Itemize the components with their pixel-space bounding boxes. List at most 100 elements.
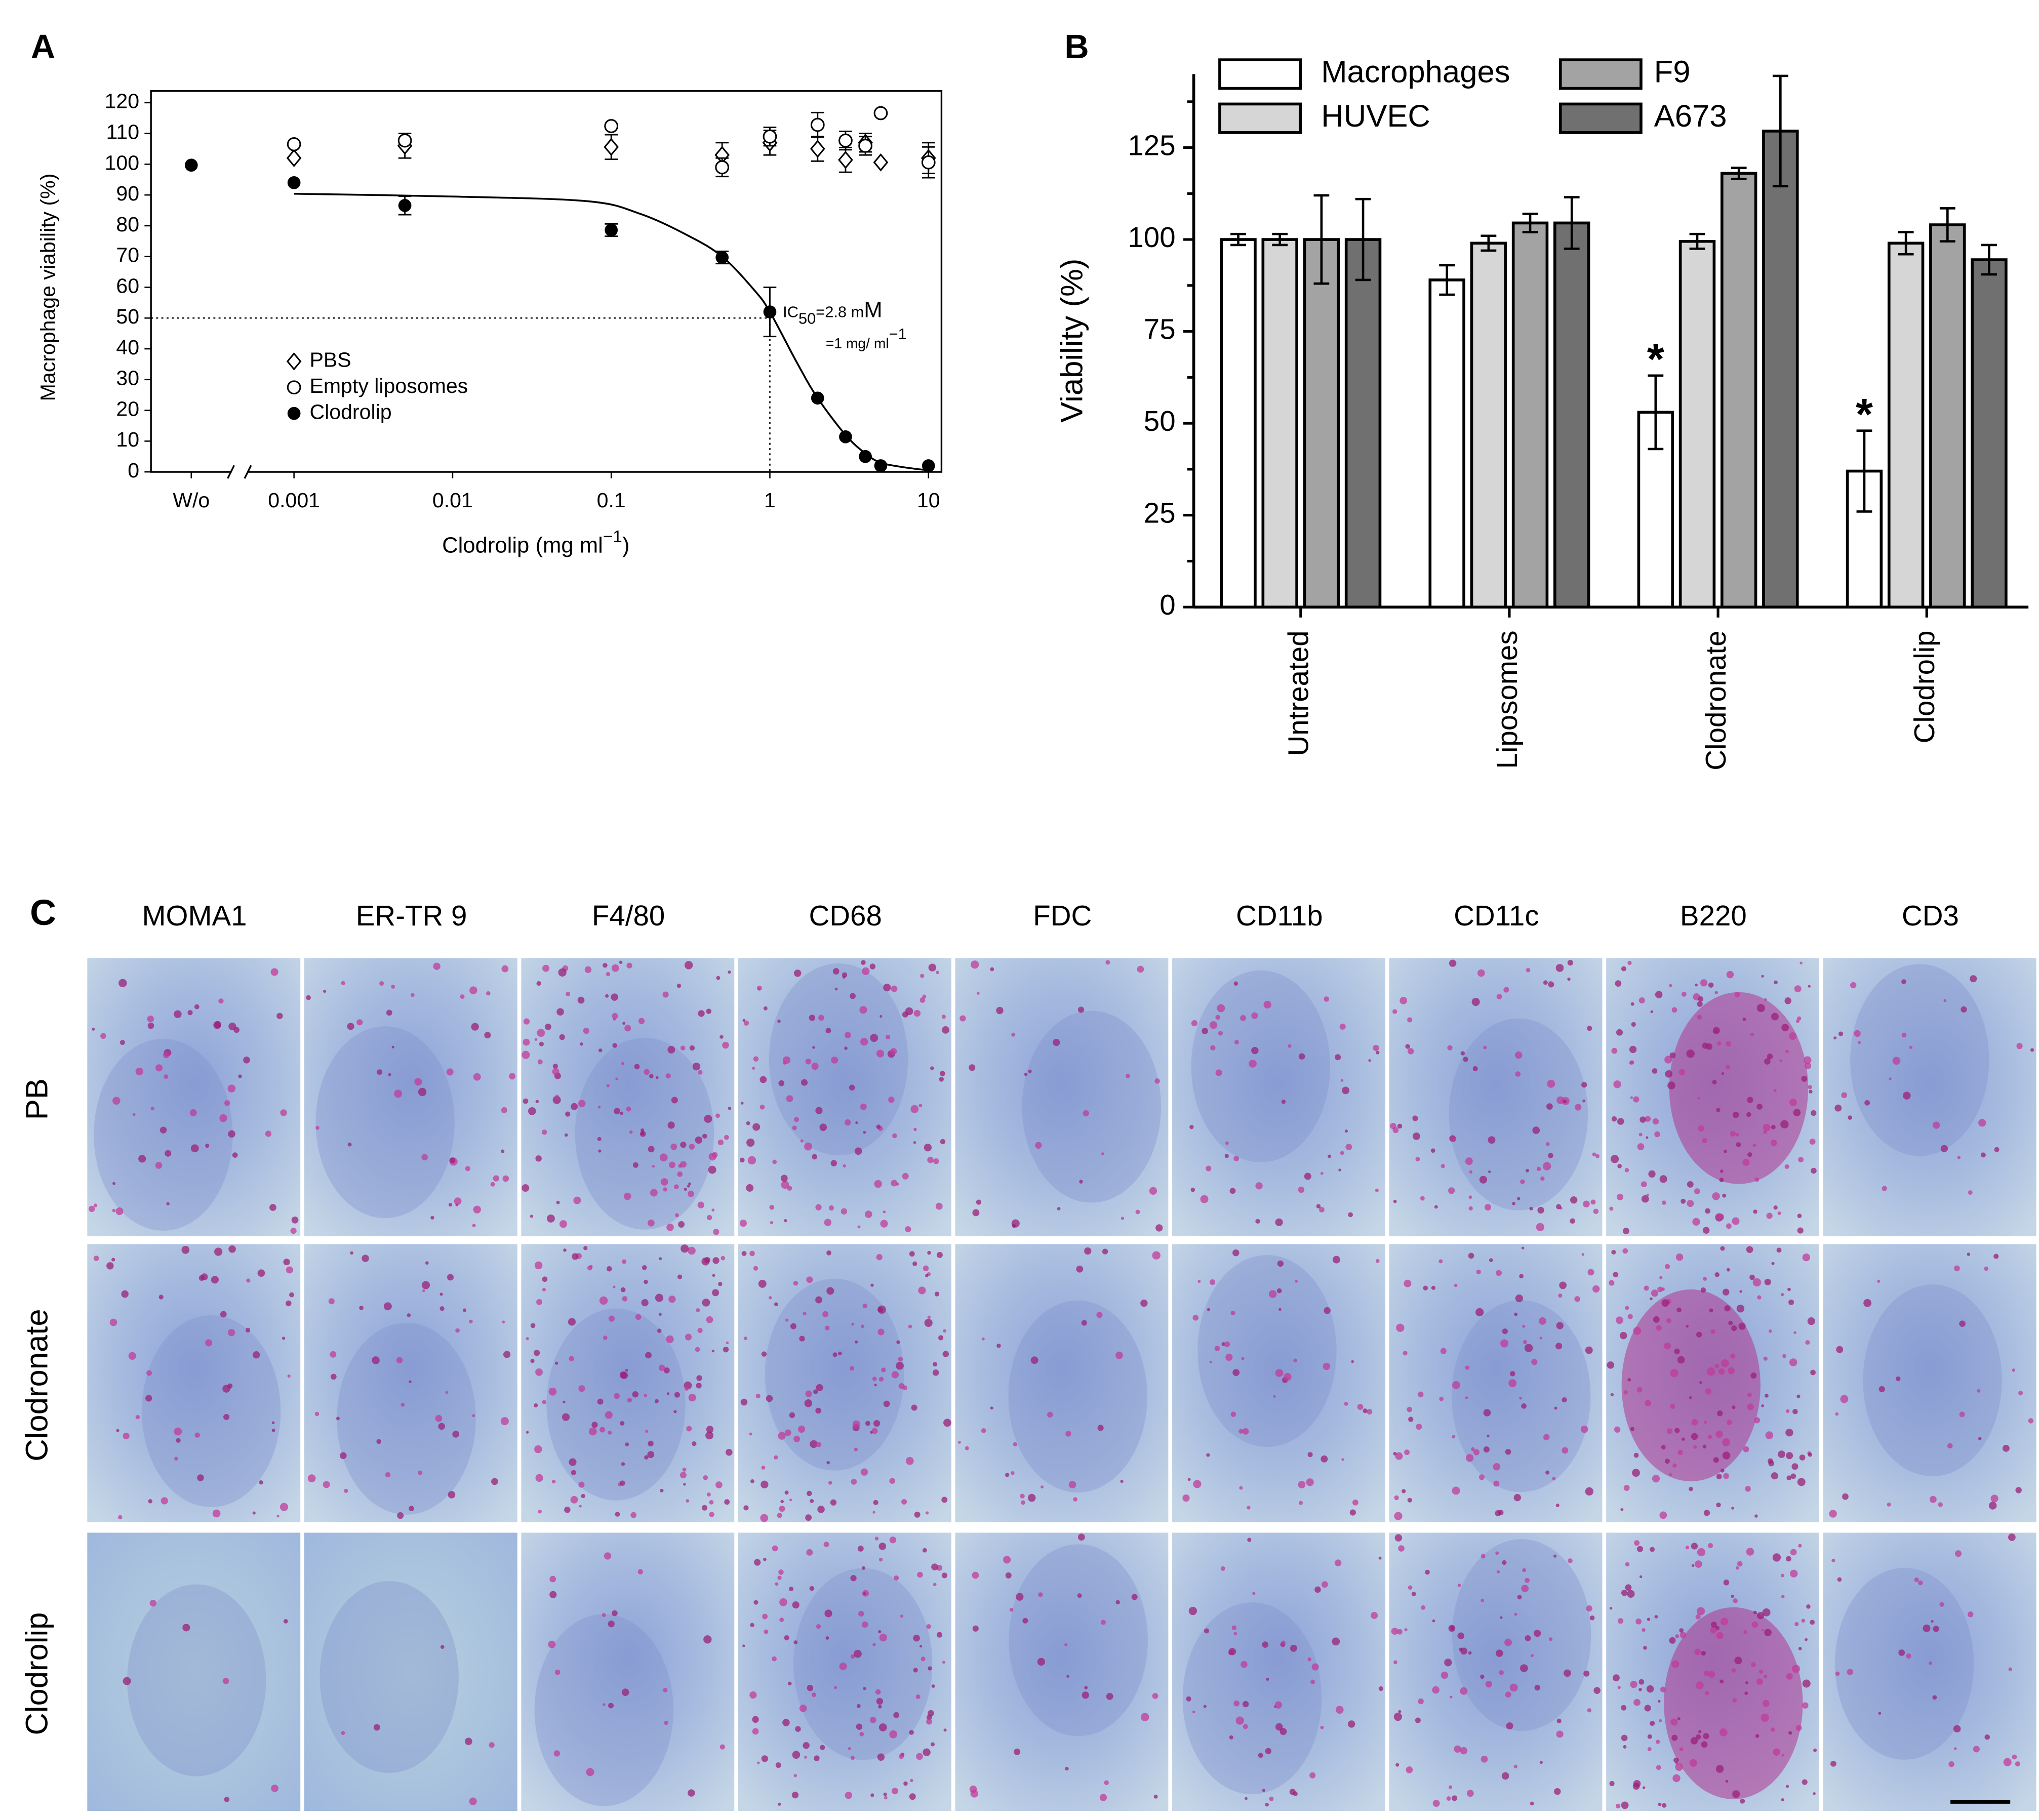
stain-dot bbox=[722, 1041, 729, 1049]
follicle bbox=[1009, 1544, 1148, 1736]
stain-dot bbox=[176, 1438, 181, 1443]
stain-dot bbox=[996, 1344, 1001, 1348]
stain-dot bbox=[920, 974, 925, 978]
stain-dot bbox=[1022, 1617, 1028, 1624]
stain-dot bbox=[680, 1045, 686, 1051]
stain-dot bbox=[1545, 1142, 1550, 1146]
stain-dot bbox=[1457, 1584, 1461, 1587]
stain-dot bbox=[1694, 1188, 1700, 1194]
stain-dot bbox=[1721, 1072, 1725, 1075]
x-tick-label: W/o bbox=[173, 489, 210, 512]
stain-dot bbox=[688, 1190, 694, 1197]
stain-dot bbox=[1265, 1748, 1272, 1754]
stain-dot bbox=[1035, 1142, 1042, 1149]
stain-dot bbox=[438, 1423, 445, 1430]
stain-dot bbox=[1275, 1369, 1284, 1377]
stain-dot bbox=[815, 1204, 822, 1210]
stain-dot bbox=[1347, 1720, 1355, 1728]
stain-dot bbox=[1882, 1186, 1887, 1191]
stain-dot bbox=[377, 1069, 383, 1075]
row-label: Clodronate bbox=[20, 1309, 55, 1461]
y-tick-label: 40 bbox=[116, 336, 139, 359]
stain-dot bbox=[1939, 1602, 1944, 1607]
stain-dot bbox=[766, 1395, 773, 1402]
stain-dot bbox=[1751, 1621, 1758, 1628]
stain-dot bbox=[1298, 1481, 1306, 1488]
stain-dot bbox=[647, 1219, 655, 1227]
stain-dot bbox=[1559, 1281, 1567, 1289]
stain-dot bbox=[611, 993, 619, 1001]
stain-dot bbox=[421, 1154, 428, 1161]
stain-dot bbox=[571, 1470, 577, 1475]
stain-dot bbox=[1889, 1077, 1892, 1080]
stain-dot bbox=[205, 1144, 210, 1148]
stain-dot bbox=[1752, 1278, 1762, 1287]
stain-dot bbox=[1671, 1007, 1677, 1013]
stain-dot bbox=[1307, 1452, 1313, 1458]
stain-dot bbox=[894, 1575, 899, 1581]
stain-dot bbox=[779, 1617, 784, 1622]
micrograph bbox=[1606, 1244, 1820, 1522]
stain-dot bbox=[243, 1056, 250, 1064]
stain-dot bbox=[1801, 1075, 1808, 1082]
stain-dot bbox=[1402, 1489, 1406, 1493]
error-bar bbox=[1313, 194, 1330, 285]
stain-dot bbox=[1274, 1701, 1282, 1709]
stain-dot bbox=[876, 1049, 885, 1058]
stain-dot bbox=[1307, 1657, 1311, 1662]
stain-dot bbox=[1243, 1724, 1248, 1729]
stain-dot bbox=[678, 1221, 685, 1228]
stain-dot bbox=[1703, 1670, 1710, 1676]
stain-dot bbox=[1193, 1480, 1202, 1488]
stain-dot bbox=[535, 1155, 542, 1162]
stain-dot bbox=[883, 1210, 886, 1214]
stain-dot bbox=[1481, 1598, 1485, 1602]
stain-dot bbox=[1720, 1679, 1724, 1684]
stain-dot bbox=[711, 1208, 715, 1212]
stain-dot bbox=[649, 1074, 654, 1079]
stain-dot bbox=[1470, 1447, 1475, 1451]
stain-dot bbox=[778, 1569, 784, 1575]
stain-dot bbox=[969, 1064, 976, 1071]
stain-dot bbox=[1669, 1473, 1672, 1476]
stain-dot bbox=[921, 1656, 926, 1662]
micrograph bbox=[738, 1244, 951, 1522]
stain-dot bbox=[1947, 1443, 1953, 1449]
stain-dot bbox=[1721, 1359, 1729, 1367]
stain-dot bbox=[238, 1074, 242, 1078]
stain-dot bbox=[552, 1064, 558, 1069]
stain-dot bbox=[1841, 1092, 1848, 1099]
stain-dot bbox=[1737, 1561, 1743, 1567]
stain-dot bbox=[976, 1199, 981, 1205]
stain-dot bbox=[1468, 1252, 1474, 1259]
stain-dot bbox=[1656, 1765, 1661, 1770]
stain-dot bbox=[1529, 1206, 1533, 1210]
stain-dot bbox=[1763, 1356, 1768, 1361]
stain-dot bbox=[793, 1435, 801, 1442]
stain-dot bbox=[1485, 1681, 1492, 1688]
stain-dot bbox=[913, 1635, 920, 1642]
data-point bbox=[763, 129, 777, 144]
stain-dot bbox=[1664, 1459, 1670, 1464]
panel-label: C bbox=[30, 893, 56, 933]
stain-dot bbox=[839, 1662, 847, 1671]
stain-dot bbox=[701, 1257, 710, 1266]
stain-dot bbox=[1534, 1684, 1541, 1691]
y-tick-label: 70 bbox=[116, 244, 139, 267]
stain-dot bbox=[1627, 1590, 1635, 1598]
stain-dot bbox=[1633, 1452, 1639, 1458]
stain-dot bbox=[530, 1215, 533, 1218]
stain-dot bbox=[865, 1210, 872, 1218]
stain-dot bbox=[1903, 1091, 1911, 1100]
stain-dot bbox=[908, 1324, 912, 1328]
micrograph-background bbox=[738, 1244, 951, 1522]
stain-dot bbox=[290, 1228, 297, 1234]
column-label: FDC bbox=[1033, 900, 1092, 932]
stain-dot bbox=[1782, 1354, 1786, 1358]
stain-dot bbox=[414, 1078, 422, 1086]
stain-dot bbox=[276, 1514, 279, 1518]
stain-dot bbox=[563, 1248, 567, 1252]
stain-dot bbox=[455, 1328, 460, 1333]
stain-dot bbox=[1423, 1285, 1428, 1290]
stain-dot bbox=[150, 1106, 154, 1111]
